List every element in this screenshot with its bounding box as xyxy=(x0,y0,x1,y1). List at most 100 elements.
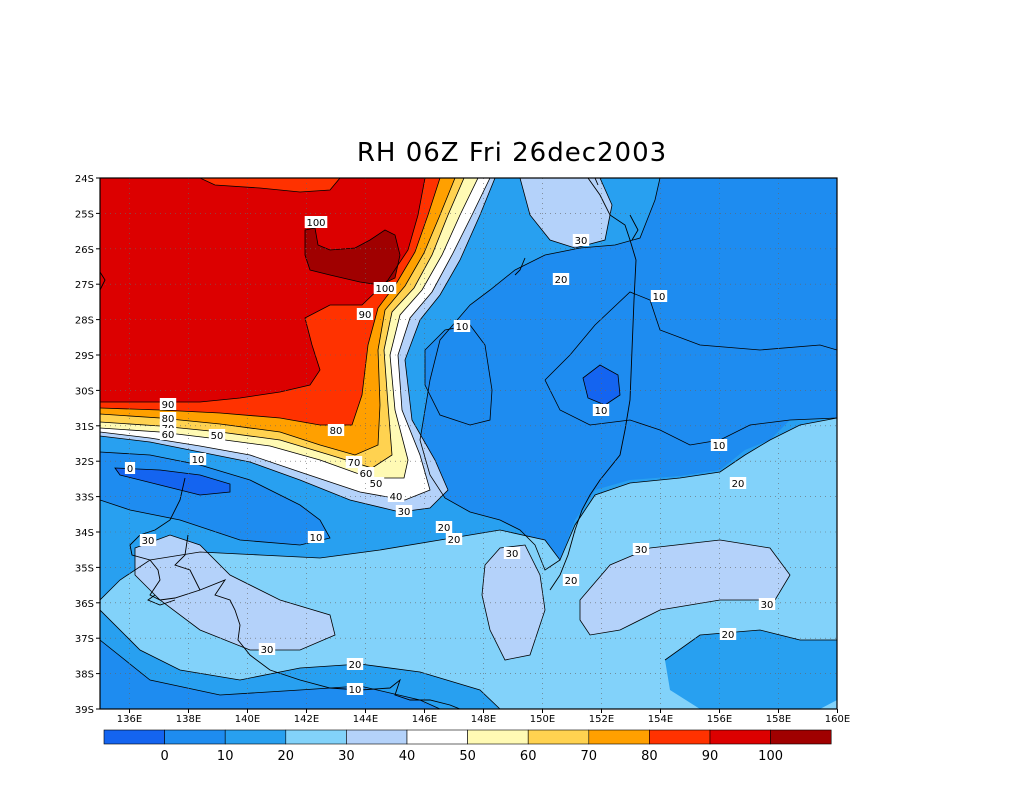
contour-label: 10 xyxy=(592,404,610,417)
svg-text:10: 10 xyxy=(456,322,469,333)
longitude-tick-label: 142E xyxy=(294,714,319,725)
contour-label: 10 xyxy=(307,531,325,544)
contour-label: 30 xyxy=(139,534,157,547)
colorbar-label: 10 xyxy=(217,749,234,764)
latitude-tick-label: 37S xyxy=(75,634,94,645)
region-10-20-sse xyxy=(665,630,837,709)
contour-label: 30 xyxy=(632,543,650,556)
colorbar-swatch xyxy=(649,729,711,745)
contour-label: 10 xyxy=(189,453,207,466)
contour-label: 10 xyxy=(650,290,668,303)
patch-30-40-b xyxy=(482,545,545,660)
colorbar-label: 40 xyxy=(399,749,416,764)
latitude-tick-label: 38S xyxy=(75,670,94,681)
latitude-tick-label: 39S xyxy=(75,705,94,716)
svg-text:90: 90 xyxy=(162,400,175,411)
band-90-100-nw xyxy=(100,178,425,402)
latitude-tick-label: 26S xyxy=(75,245,94,256)
svg-text:30: 30 xyxy=(261,645,274,656)
contour-label: 40 xyxy=(387,490,405,503)
colorbar-label: 60 xyxy=(520,749,537,764)
svg-text:90: 90 xyxy=(359,310,372,321)
latitude-tick-label: 24S xyxy=(75,174,94,185)
svg-text:10: 10 xyxy=(310,533,323,544)
contour-label: 30 xyxy=(758,598,776,611)
colorbar-label: 100 xyxy=(758,749,783,764)
longitude-tick-label: 152E xyxy=(589,714,614,725)
latitude-tick-label: 31S xyxy=(75,422,94,433)
latitude-tick-label: 28S xyxy=(75,316,94,327)
svg-text:20: 20 xyxy=(722,630,735,641)
svg-text:10: 10 xyxy=(713,441,726,452)
region-10-20-south xyxy=(100,610,500,709)
patch-90-100-north xyxy=(200,178,340,192)
contour-label: 10 xyxy=(710,439,728,452)
latitude-tick-label: 29S xyxy=(75,351,94,362)
contour-label: 100 xyxy=(373,282,397,295)
colorbar-label: 80 xyxy=(641,749,658,764)
colorbar: 0 10 20 30 40 50 60 70 80 90 100 xyxy=(103,729,832,764)
contour-label: 50 xyxy=(208,429,226,442)
lobe-0-10-central xyxy=(425,325,492,425)
svg-text:20: 20 xyxy=(349,660,362,671)
contour-label: 30 xyxy=(503,547,521,560)
colorbar-swatch xyxy=(467,729,529,745)
latitude-tick-label: 35S xyxy=(75,563,94,574)
svg-text:10: 10 xyxy=(192,455,205,466)
colorbar-swatch xyxy=(346,729,408,745)
svg-text:10: 10 xyxy=(653,292,666,303)
svg-text:20: 20 xyxy=(438,523,451,534)
svg-text:40: 40 xyxy=(390,492,403,503)
longitude-tick-label: 160E xyxy=(825,714,850,725)
grid-lines xyxy=(100,178,837,709)
colorbar-label: 50 xyxy=(459,749,476,764)
svg-text:20: 20 xyxy=(732,479,745,490)
latitude-tick-label: 30S xyxy=(75,386,94,397)
longitude-tick-label: 136E xyxy=(117,714,142,725)
contour-label: 30 xyxy=(258,643,276,656)
colorbar-swatch xyxy=(285,729,347,745)
map-frame xyxy=(99,177,838,710)
colorbar-swatch xyxy=(527,729,590,745)
colorbar-label: 20 xyxy=(278,749,295,764)
contour-label: 90 xyxy=(356,308,374,321)
latitude-tick-label: 34S xyxy=(75,528,94,539)
svg-text:50: 50 xyxy=(370,479,383,490)
latitude-tick-label: 27S xyxy=(75,280,94,291)
colorbar-label: 0 xyxy=(160,749,168,764)
colorbar-swatch xyxy=(103,729,165,745)
svg-text:80: 80 xyxy=(162,414,175,425)
contour-label: 70 xyxy=(345,456,363,469)
longitude-tick-label: 138E xyxy=(176,714,201,725)
contour-label: 100 xyxy=(304,216,328,229)
svg-text:30: 30 xyxy=(398,507,411,518)
svg-text:60: 60 xyxy=(360,469,373,480)
colorbar-swatch xyxy=(588,729,650,745)
patch-30-40-a xyxy=(135,535,335,650)
contour-label: 50 xyxy=(367,477,385,490)
svg-text:30: 30 xyxy=(142,536,155,547)
svg-text:70: 70 xyxy=(348,458,361,469)
contour-lines xyxy=(100,178,837,709)
colorbar-swatch xyxy=(709,729,771,745)
svg-text:80: 80 xyxy=(330,426,343,437)
colorbar-swatch xyxy=(224,729,287,745)
svg-text:30: 30 xyxy=(761,600,774,611)
contour-labels: 1001009090807060807060505040302020100103… xyxy=(124,216,776,696)
svg-text:60: 60 xyxy=(162,430,175,441)
longitude-tick-label: 150E xyxy=(530,714,555,725)
longitude-tick-label: 146E xyxy=(412,714,437,725)
svg-text:20: 20 xyxy=(448,535,461,546)
contour-label: 10 xyxy=(346,683,364,696)
svg-text:20: 20 xyxy=(565,576,578,587)
contour-label: 20 xyxy=(445,533,463,546)
contour-label: 0 xyxy=(124,462,136,475)
contour-label: 30 xyxy=(395,505,413,518)
svg-text:10: 10 xyxy=(595,406,608,417)
contour-label: 20 xyxy=(729,477,747,490)
latitude-tick-label: 36S xyxy=(75,599,94,610)
longitude-axis: 136E 138E 140E 142E 144E 146E 148E 150E 152E 154E… xyxy=(117,709,850,725)
longitude-tick-label: 158E xyxy=(766,714,791,725)
region-below-0 xyxy=(115,468,230,495)
